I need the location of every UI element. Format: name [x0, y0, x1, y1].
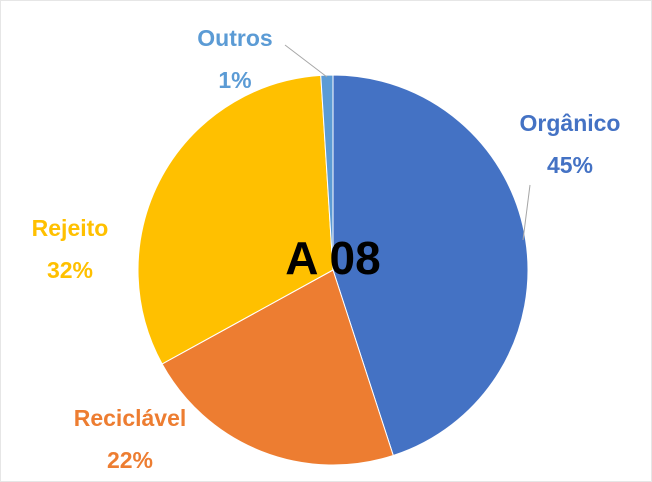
slice-label: Orgânico — [520, 110, 621, 136]
leader-line — [284, 44, 328, 78]
pie-slice — [161, 269, 394, 466]
slice-label: Reciclável — [74, 405, 187, 431]
slice-label: Rejeito — [32, 215, 109, 241]
leader-line — [522, 184, 531, 241]
pie-slice — [137, 74, 334, 365]
pie — [137, 74, 529, 466]
chart-title: A 08 — [285, 232, 380, 284]
slice-value-label: 1% — [218, 67, 251, 93]
pie-slice — [320, 74, 334, 271]
pie-slice — [332, 74, 529, 457]
slice-label: Outros — [197, 25, 272, 51]
slice-value-label: 32% — [47, 257, 93, 283]
slice-value-label: 22% — [107, 447, 153, 473]
slice-value-label: 45% — [547, 152, 593, 178]
